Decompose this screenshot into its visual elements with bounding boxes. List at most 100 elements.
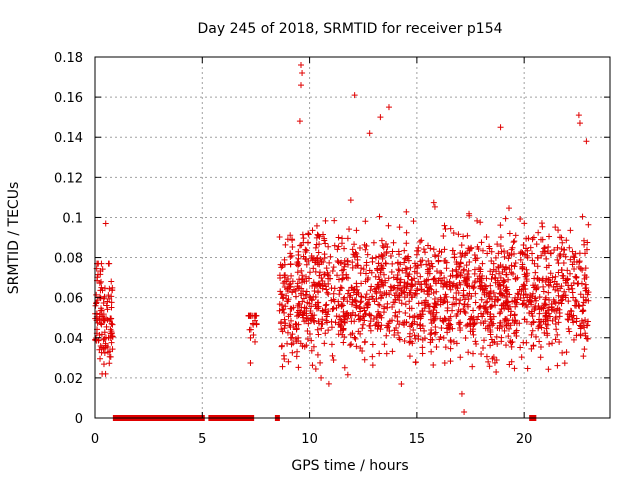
data-point xyxy=(103,323,110,330)
data-point xyxy=(406,353,413,360)
data-point xyxy=(347,197,354,204)
data-point xyxy=(465,267,472,274)
data-point xyxy=(556,339,563,346)
data-point xyxy=(581,346,588,353)
data-point xyxy=(389,348,396,355)
data-point xyxy=(361,317,368,324)
data-point xyxy=(299,314,306,321)
data-point xyxy=(462,309,469,316)
data-point xyxy=(360,321,367,328)
data-point xyxy=(416,321,423,328)
data-point xyxy=(498,334,505,341)
data-point xyxy=(440,283,447,290)
data-point xyxy=(500,282,507,289)
data-point xyxy=(456,300,463,307)
data-point xyxy=(281,316,288,323)
data-point xyxy=(478,276,485,283)
data-point xyxy=(329,267,336,274)
data-point xyxy=(517,216,524,223)
data-point xyxy=(398,381,405,388)
data-point xyxy=(487,282,494,289)
data-point xyxy=(288,334,295,341)
data-point xyxy=(332,319,339,326)
data-point xyxy=(367,287,374,294)
tick-layer: 0 0.02 0.04 0.06 0.08 0.1 0.12 0.14 0.16 0.18 0 5 10… xyxy=(54,51,610,447)
data-point xyxy=(487,310,494,317)
data-point xyxy=(462,278,469,285)
data-point xyxy=(426,291,433,298)
data-point xyxy=(303,342,310,349)
data-point xyxy=(353,283,360,290)
data-point xyxy=(358,298,365,305)
data-point xyxy=(564,267,571,274)
data-point xyxy=(356,245,363,252)
data-point xyxy=(412,358,419,365)
data-point xyxy=(466,246,473,253)
data-point xyxy=(552,224,559,231)
data-point xyxy=(522,245,529,252)
data-point xyxy=(403,266,410,273)
data-point xyxy=(345,287,352,294)
data-point xyxy=(344,257,351,264)
data-point xyxy=(460,292,467,299)
data-point xyxy=(426,285,433,292)
data-point xyxy=(331,242,338,249)
data-point xyxy=(403,229,410,236)
data-point xyxy=(322,240,329,247)
data-point xyxy=(575,112,582,119)
data-point xyxy=(403,208,410,215)
data-point xyxy=(512,232,519,239)
data-point xyxy=(552,336,559,343)
data-point xyxy=(433,268,440,275)
data-point xyxy=(417,238,424,245)
data-point xyxy=(521,297,528,304)
data-point xyxy=(109,346,116,353)
data-point xyxy=(579,308,586,315)
data-point xyxy=(496,290,503,297)
data-point xyxy=(407,264,414,271)
data-point xyxy=(372,322,379,329)
data-point xyxy=(97,355,104,362)
data-point xyxy=(295,248,302,255)
data-point xyxy=(375,323,382,330)
data-point xyxy=(108,293,115,300)
data-point xyxy=(544,330,551,337)
data-point xyxy=(323,265,330,272)
data-point xyxy=(335,243,342,250)
data-point xyxy=(421,305,428,312)
data-point xyxy=(578,280,585,287)
data-point xyxy=(546,233,553,240)
data-point xyxy=(335,331,342,338)
data-point xyxy=(536,322,543,329)
data-layer xyxy=(92,62,592,421)
data-point xyxy=(576,120,583,127)
data-point xyxy=(305,230,312,237)
data-point xyxy=(471,270,478,277)
data-point xyxy=(533,241,540,248)
data-point xyxy=(277,288,284,295)
data-point xyxy=(320,231,327,238)
data-point xyxy=(472,278,479,285)
data-point xyxy=(546,340,553,347)
data-point xyxy=(546,313,553,320)
data-point xyxy=(376,213,383,220)
data-point xyxy=(528,308,535,315)
data-point xyxy=(506,266,513,273)
data-point xyxy=(109,287,116,294)
data-point xyxy=(353,227,360,234)
data-point xyxy=(501,327,508,334)
data-point xyxy=(276,307,283,314)
data-point xyxy=(330,290,337,297)
data-point xyxy=(517,250,524,257)
data-point xyxy=(538,318,545,325)
data-point xyxy=(549,317,556,324)
data-point xyxy=(488,275,495,282)
data-point xyxy=(526,310,533,317)
data-point xyxy=(308,347,315,354)
data-point xyxy=(505,205,512,212)
data-point xyxy=(374,265,381,272)
data-point xyxy=(442,344,449,351)
data-point xyxy=(512,260,519,267)
data-point xyxy=(411,275,418,282)
data-point xyxy=(554,362,561,369)
